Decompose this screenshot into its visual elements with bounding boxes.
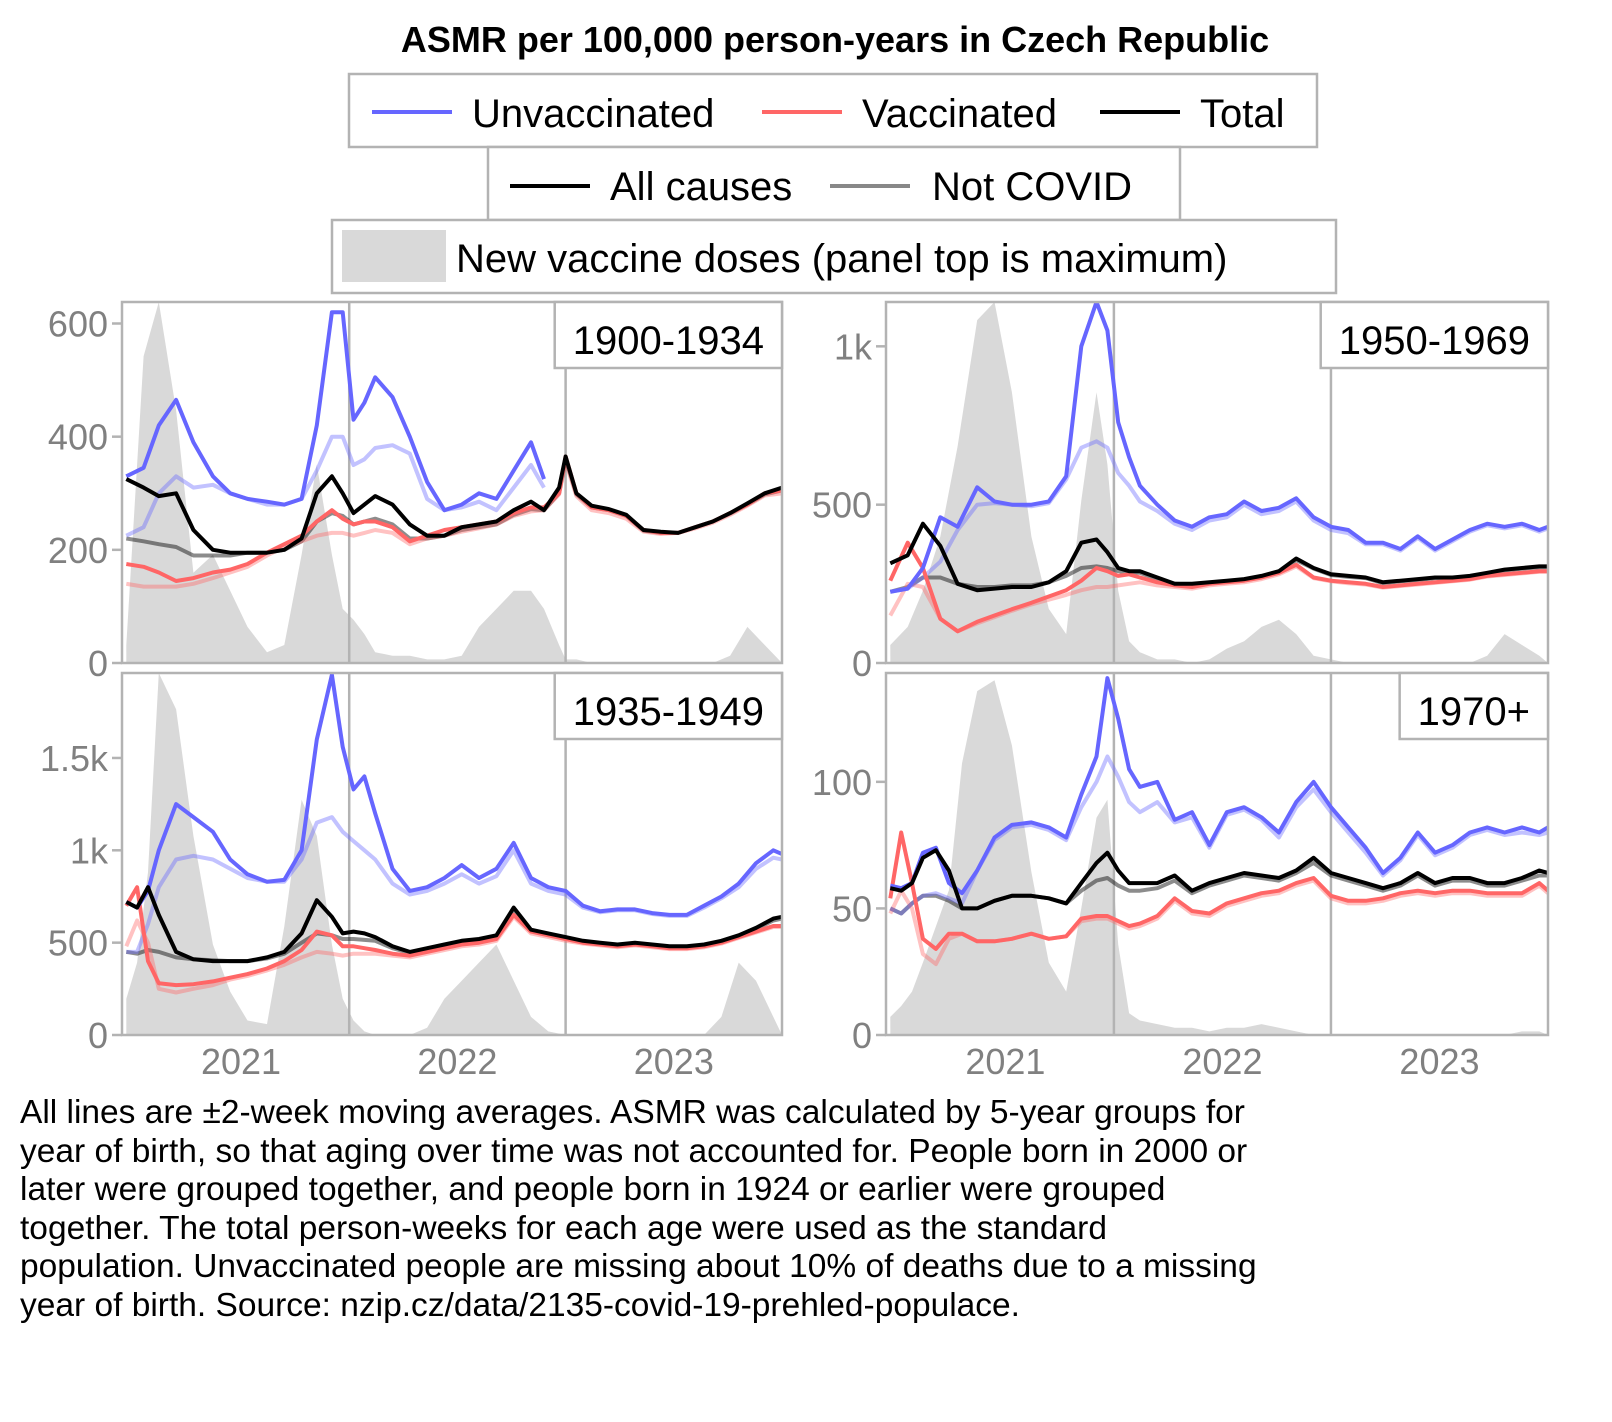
y-tick-label: 0: [88, 1015, 108, 1056]
panel-border: [120, 300, 784, 665]
x-tick-label: 2021: [201, 1041, 281, 1082]
doses-area: [126, 302, 782, 663]
x-tick-label: 2022: [1182, 1041, 1262, 1082]
y-tick-label: 1k: [70, 830, 109, 871]
series-line-total-all-causes: [889, 848, 1548, 911]
series-line-unvaccinated-all-causes: [125, 310, 546, 513]
y-tick-label: 1k: [834, 326, 873, 367]
panel-strip-label: 1970+: [1418, 690, 1530, 734]
doses-area: [890, 680, 1548, 1035]
panel-strip-label: 1900-1934: [573, 319, 764, 363]
x-tick-label: 2021: [965, 1041, 1045, 1082]
series-line-unvaccinated-not-covid: [125, 434, 546, 538]
legend-box-doses: [330, 218, 1338, 295]
legend-label-vaccinated: Vaccinated: [862, 92, 1057, 136]
series-line-unvaccinated-all-causes: [125, 673, 782, 917]
caption: All lines are ±2-week moving averages. A…: [20, 1094, 1257, 1324]
panel-border: [120, 671, 784, 1037]
y-tick-label: 0: [852, 1015, 872, 1056]
x-tick-label: 2023: [1399, 1041, 1479, 1082]
panel-border: [884, 671, 1550, 1037]
panel-1970+: 1970+ 0 50 100 2021 2022 2023: [812, 671, 1550, 1082]
panel-plot-area: [888, 302, 1548, 663]
panel-strip-label: 1950-1969: [1339, 319, 1530, 363]
panel-1935-1949: 1935-1949 0 500 1k 1.5k 2021 2022 2023: [40, 671, 784, 1082]
y-tick-label: 600: [48, 304, 108, 345]
series-line-unvaccinated-all-causes: [889, 676, 1548, 896]
legend-label-all-causes: All causes: [610, 165, 792, 209]
legend-label-doses: New vaccine doses (panel top is maximum): [456, 237, 1227, 281]
legend-label-total: Total: [1200, 92, 1285, 136]
legend-key-doses: [342, 230, 446, 282]
y-tick-label: 50: [832, 888, 872, 929]
panel-plot-area: [888, 673, 1548, 1035]
panel-1950-1969: 1950-1969 0 500 1k: [812, 300, 1550, 684]
panel-strip-box: [553, 671, 784, 741]
y-tick-label: 400: [48, 417, 108, 458]
y-tick-label: 1.5k: [40, 738, 109, 779]
y-tick-label: 100: [812, 762, 872, 803]
legend-label-not-covid: Not COVID: [932, 165, 1132, 209]
panel-strip-box: [1398, 671, 1550, 741]
x-tick-label: 2023: [634, 1041, 714, 1082]
y-tick-label: 500: [48, 923, 108, 964]
series-line-unvaccinated-all-causes: [889, 302, 1548, 594]
series-line-vaccinated-all-causes: [888, 830, 1548, 951]
legend: Unvaccinated Vaccinated Total All causes…: [330, 72, 1338, 295]
y-tick-label: 0: [88, 643, 108, 684]
y-tick-label: 200: [48, 530, 108, 571]
x-tick-label: 2022: [417, 1041, 497, 1082]
series-line-total-all-causes: [125, 454, 782, 555]
series-line-total-all-causes: [125, 885, 782, 964]
chart-title: ASMR per 100,000 person-years in Czech R…: [401, 19, 1269, 60]
panel-strip-box: [1319, 300, 1550, 370]
panel-strip-box: [553, 300, 784, 370]
panel-strip-label: 1935-1949: [573, 690, 764, 734]
legend-label-unvaccinated: Unvaccinated: [472, 92, 714, 136]
panel-1900-1934: 1900-1934 0 200 400 600: [48, 300, 784, 684]
y-tick-label: 0: [852, 643, 872, 684]
y-tick-label: 500: [812, 485, 872, 526]
panel-plot-area: [124, 673, 782, 1035]
panel-border: [884, 300, 1550, 665]
legend-box-cause: [486, 145, 1182, 222]
series-line-total-all-causes: [889, 521, 1548, 593]
doses-area: [890, 302, 1548, 663]
panel-plot-area: [125, 302, 782, 663]
